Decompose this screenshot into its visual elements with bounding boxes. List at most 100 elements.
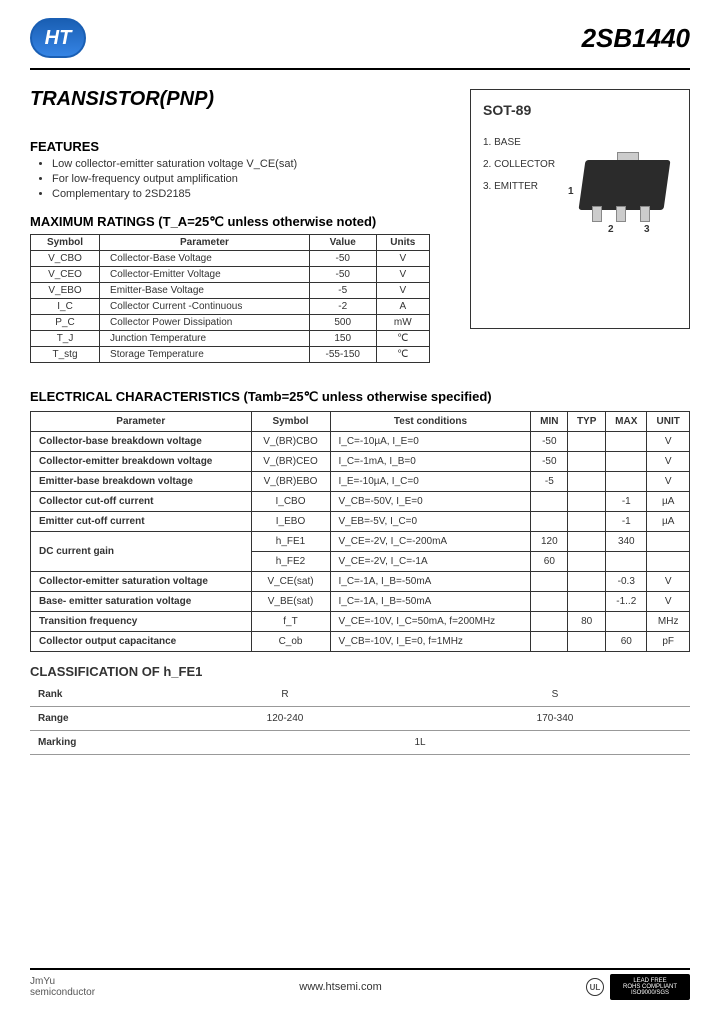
ratings-cell: -2 [309, 299, 376, 315]
package-pin-icon [616, 206, 626, 222]
page-footer: JmYu semiconductor www.htsemi.com UL LEA… [30, 968, 690, 1000]
elec-cell: µA [647, 512, 690, 532]
table-row: Range120-240170-340 [30, 707, 690, 731]
table-row: Emitter cut-off currentI_EBOV_EB=-5V, I_… [31, 512, 690, 532]
elec-cell: V_CB=-50V, I_E=0 [330, 492, 531, 512]
class-cell: 170-340 [420, 707, 690, 731]
elec-cell: V_CE=-2V, I_C=-1A [330, 552, 531, 572]
elec-cell [531, 492, 568, 512]
elec-cell: V_CE=-2V, I_C=-200mA [330, 532, 531, 552]
ratings-cell: Collector-Emitter Voltage [100, 267, 310, 283]
elec-param-cell: Transition frequency [31, 612, 252, 632]
electrical-heading: ELECTRICAL CHARACTERISTICS (Tamb=25℃ unl… [30, 389, 690, 405]
features-list: Low collector-emitter saturation voltage… [30, 158, 430, 200]
table-row: V_EBOEmitter-Base Voltage-5V [31, 283, 430, 299]
package-body-icon [578, 160, 670, 210]
footer-certs: UL LEAD FREE ROHS COMPLIANT ISO9000/SGS [586, 974, 690, 1000]
ratings-cell: V_CEO [31, 267, 100, 283]
feature-item: For low-frequency output amplification [52, 173, 430, 185]
table-row: Base- emitter saturation voltageV_BE(sat… [31, 592, 690, 612]
table-row: T_stgStorage Temperature-55-150℃ [31, 347, 430, 363]
elec-cell: I_CBO [251, 492, 330, 512]
elec-param-cell: Collector-emitter breakdown voltage [31, 452, 252, 472]
pin-number-1: 1 [568, 186, 574, 197]
ratings-cell: T_J [31, 331, 100, 347]
elec-cell: V_(BR)CBO [251, 432, 330, 452]
ratings-cell: Collector-Base Voltage [100, 251, 310, 267]
elec-cell: I_C=-1A, I_B=-50mA [330, 572, 531, 592]
elec-cell: I_C=-1A, I_B=-50mA [330, 592, 531, 612]
package-diagram-box: SOT-89 1. BASE 2. COLLECTOR 3. EMITTER 1… [470, 89, 690, 329]
ratings-cell: ℃ [376, 331, 429, 347]
elec-cell: C_ob [251, 632, 330, 652]
elec-cell: V [647, 432, 690, 452]
elec-cell: 60 [531, 552, 568, 572]
elec-cell: I_C=-10µA, I_E=0 [330, 432, 531, 452]
footer-company-line1: JmYu [30, 976, 95, 987]
elec-cell: 60 [606, 632, 647, 652]
features-heading: FEATURES [30, 139, 430, 154]
elec-cell [568, 632, 606, 652]
ratings-cell: -50 [309, 251, 376, 267]
elec-col-header: Parameter [31, 412, 252, 432]
package-pin-icon [592, 206, 602, 222]
ratings-col-header: Parameter [100, 235, 310, 251]
elec-cell: 80 [568, 612, 606, 632]
elec-cell [568, 572, 606, 592]
elec-cell: µA [647, 492, 690, 512]
elec-cell: V [647, 592, 690, 612]
ratings-cell: 150 [309, 331, 376, 347]
ratings-col-header: Symbol [31, 235, 100, 251]
ratings-cell: Collector Current -Continuous [100, 299, 310, 315]
ratings-cell: V [376, 283, 429, 299]
elec-cell [568, 512, 606, 532]
part-number: 2SB1440 [582, 23, 690, 54]
elec-cell: V [647, 472, 690, 492]
elec-cell: -5 [531, 472, 568, 492]
ratings-cell: mW [376, 315, 429, 331]
classification-table: RankRSRange120-240170-340Marking1L [30, 683, 690, 755]
table-row: I_CCollector Current -Continuous-2A [31, 299, 430, 315]
feature-item: Complementary to 2SD2185 [52, 188, 430, 200]
electrical-characteristics-table: ParameterSymbolTest conditionsMINTYPMAXU… [30, 411, 690, 652]
feature-item: Low collector-emitter saturation voltage… [52, 158, 430, 170]
table-row: DC current gainh_FE1V_CE=-2V, I_C=-200mA… [31, 532, 690, 552]
table-row: V_CBOCollector-Base Voltage-50V [31, 251, 430, 267]
elec-cell [568, 532, 606, 552]
elec-cell: V_CE=-10V, I_C=50mA, f=200MHz [330, 612, 531, 632]
elec-cell [606, 552, 647, 572]
brand-logo: HT [30, 18, 86, 58]
elec-cell [606, 472, 647, 492]
footer-url: www.htsemi.com [299, 981, 382, 993]
ratings-cell: Junction Temperature [100, 331, 310, 347]
elec-cell: pF [647, 632, 690, 652]
elec-cell: -1 [606, 512, 647, 532]
elec-cell: I_C=-1mA, I_B=0 [330, 452, 531, 472]
class-cell: 1L [150, 731, 690, 755]
elec-cell [568, 432, 606, 452]
table-row: P_CCollector Power Dissipation500mW [31, 315, 430, 331]
footer-company-line2: semiconductor [30, 987, 95, 998]
elec-param-cell: Collector-base breakdown voltage [31, 432, 252, 452]
elec-cell [531, 592, 568, 612]
table-row: V_CEOCollector-Emitter Voltage-50V [31, 267, 430, 283]
ratings-cell: V_EBO [31, 283, 100, 299]
elec-col-header: MIN [531, 412, 568, 432]
maximum-ratings-table: SymbolParameterValueUnitsV_CBOCollector-… [30, 234, 430, 363]
elec-param-cell: Emitter cut-off current [31, 512, 252, 532]
elec-cell [568, 452, 606, 472]
elec-cell: -50 [531, 452, 568, 472]
elec-cell: -0.3 [606, 572, 647, 592]
elec-cell [647, 552, 690, 572]
table-row: Transition frequencyf_TV_CE=-10V, I_C=50… [31, 612, 690, 632]
ratings-cell: -55-150 [309, 347, 376, 363]
class-cell: S [420, 683, 690, 707]
ratings-cell: I_C [31, 299, 100, 315]
classification-heading: CLASSIFICATION OF h_FE1 [30, 664, 690, 679]
elec-cell: V_(BR)EBO [251, 472, 330, 492]
elec-cell: V_CB=-10V, I_E=0, f=1MHz [330, 632, 531, 652]
table-row: Collector output capacitanceC_obV_CB=-10… [31, 632, 690, 652]
elec-cell: -1 [606, 492, 647, 512]
ratings-cell: T_stg [31, 347, 100, 363]
elec-cell [568, 472, 606, 492]
